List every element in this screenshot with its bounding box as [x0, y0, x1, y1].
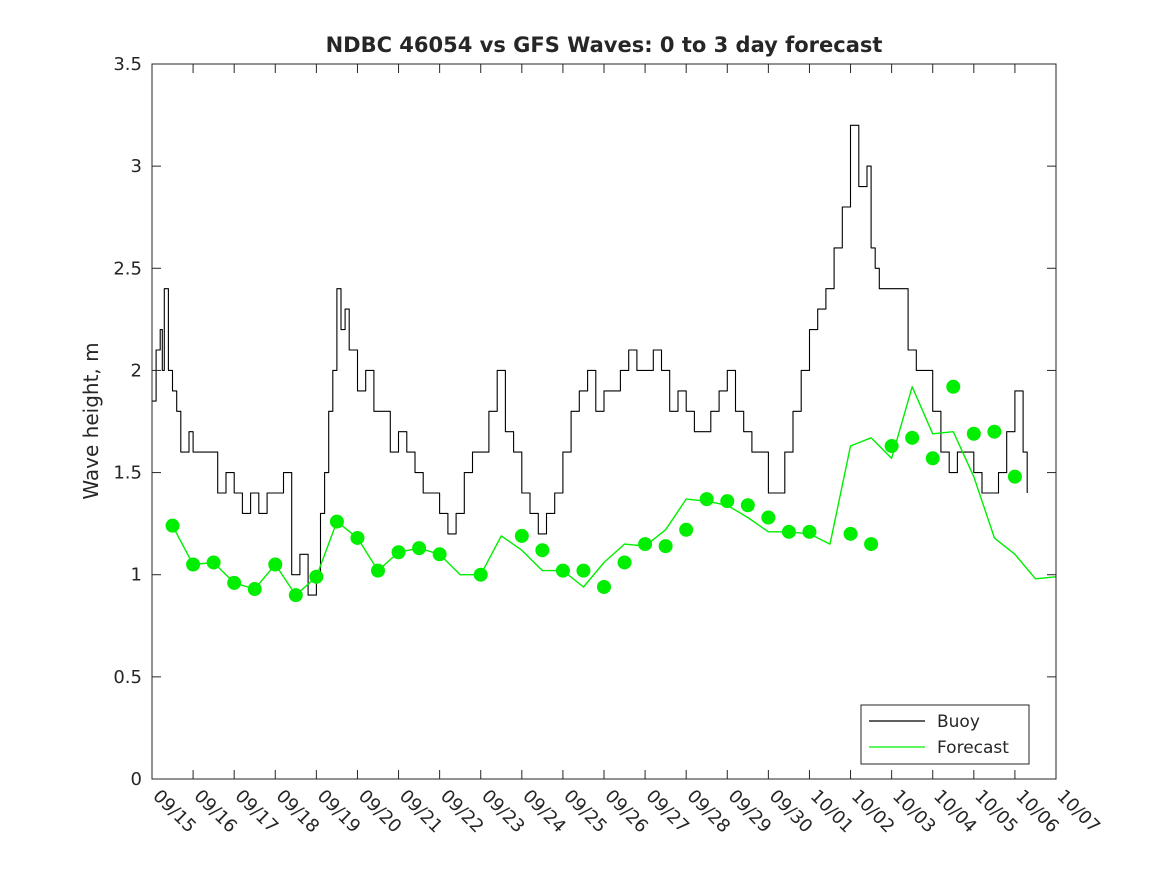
y-tick-label: 1.5	[113, 463, 142, 484]
x-tick-label: 10/01	[806, 786, 858, 838]
forecast-marker	[391, 545, 406, 560]
forecast-marker	[617, 555, 632, 570]
forecast-marker	[514, 528, 529, 543]
forecast-marker	[781, 524, 796, 539]
y-tick-label: 2.5	[113, 258, 142, 279]
forecast-marker	[720, 494, 735, 509]
y-axis-ticks: 0 0.5 1 1.5 2 2.5 3 3.5	[113, 54, 1056, 790]
x-tick-label: 09/20	[354, 786, 406, 838]
x-tick-label: 09/26	[600, 786, 652, 838]
forecast-marker	[679, 522, 694, 537]
forecast-marker	[412, 541, 427, 556]
forecast-marker	[761, 510, 776, 525]
forecast-marker	[843, 526, 858, 541]
legend-box	[860, 704, 1030, 765]
legend: Buoy Forecast	[860, 704, 1030, 765]
forecast-marker	[329, 514, 344, 529]
y-tick-label: 3.5	[113, 54, 142, 75]
x-tick-label: 09/16	[190, 786, 242, 838]
forecast-marker	[905, 430, 920, 445]
x-tick-label: 10/04	[929, 786, 981, 838]
forecast-marker	[576, 563, 591, 578]
forecast-marker	[597, 579, 611, 594]
forecast-marker	[186, 557, 201, 572]
x-tick-label: 09/21	[395, 786, 447, 838]
x-tick-label: 09/27	[642, 786, 694, 838]
series-line-buoy	[152, 124, 1028, 596]
x-tick-label: 09/28	[683, 786, 735, 838]
forecast-marker	[206, 555, 221, 570]
x-tick-label: 10/05	[970, 786, 1022, 838]
x-tick-label: 09/18	[272, 786, 324, 838]
y-tick-label: 3	[131, 156, 142, 177]
forecast-marker	[638, 537, 653, 552]
forecast-marker	[288, 588, 303, 603]
forecast-marker	[555, 563, 570, 578]
y-tick-label: 0	[131, 769, 142, 790]
x-tick-label: 09/23	[477, 786, 529, 838]
forecast-marker	[165, 518, 180, 533]
forecast-marker	[884, 439, 899, 454]
forecast-marker	[802, 524, 817, 539]
forecast-marker	[658, 539, 673, 554]
forecast-marker	[946, 379, 961, 394]
y-tick-label: 0.5	[113, 667, 142, 688]
chart-title: NDBC 46054 vs GFS Waves: 0 to 3 day fore…	[326, 33, 883, 57]
y-axis-label: Wave height, m	[79, 342, 103, 499]
legend-label-forecast: Forecast	[937, 738, 1009, 758]
x-tick-label: 09/24	[518, 786, 570, 838]
forecast-marker	[309, 569, 324, 584]
forecast-marker	[740, 498, 755, 513]
y-tick-label: 1	[131, 565, 142, 586]
forecast-marker	[1007, 469, 1022, 484]
forecast-marker	[432, 547, 447, 562]
x-tick-label: 10/06	[1011, 786, 1063, 838]
x-tick-label: 10/02	[847, 786, 899, 838]
x-tick-label: 09/29	[724, 786, 776, 838]
x-tick-label: 10/03	[888, 786, 940, 838]
y-tick-label: 2	[131, 360, 142, 381]
plot-frame	[151, 63, 1057, 780]
forecast-markers	[165, 379, 1022, 603]
x-tick-label: 09/17	[231, 786, 283, 838]
plot-series	[152, 124, 1057, 596]
forecast-marker	[987, 424, 1002, 439]
forecast-marker	[227, 575, 242, 590]
forecast-marker	[350, 530, 365, 545]
forecast-marker	[247, 582, 262, 597]
x-tick-label: 10/07	[1052, 786, 1104, 838]
forecast-marker	[473, 567, 488, 582]
x-tick-label: 09/22	[436, 786, 488, 838]
legend-label-buoy: Buoy	[937, 712, 980, 732]
forecast-marker	[966, 426, 981, 441]
forecast-marker	[268, 557, 283, 572]
forecast-marker	[699, 492, 714, 507]
forecast-marker	[925, 451, 940, 466]
forecast-marker	[371, 563, 385, 578]
x-tick-label: 09/19	[313, 786, 365, 838]
x-tick-label: 09/30	[765, 786, 817, 838]
forecast-marker	[535, 543, 550, 558]
x-tick-label: 09/25	[559, 786, 611, 838]
x-tick-label: 09/15	[148, 786, 200, 838]
series-line-forecast	[171, 386, 1057, 596]
forecast-marker	[864, 537, 879, 552]
